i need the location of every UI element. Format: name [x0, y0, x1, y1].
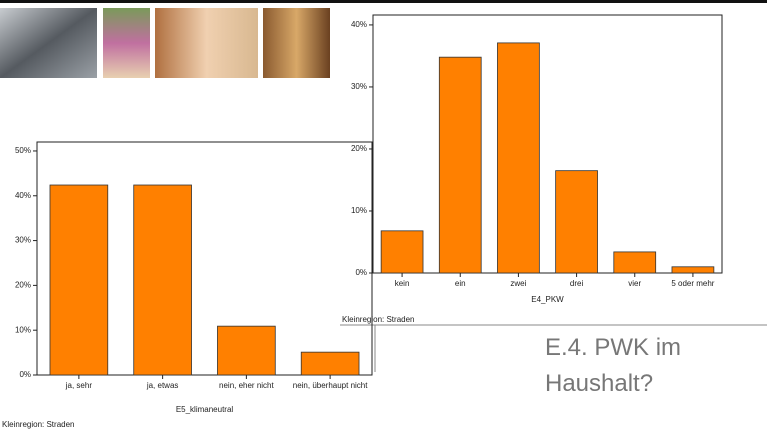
- x-tick-label: ein: [454, 279, 466, 288]
- bar: [613, 251, 657, 274]
- bar: [49, 184, 109, 376]
- y-tick-label: 0%: [355, 268, 367, 277]
- y-tick-label: 20%: [15, 280, 31, 289]
- footer: Kleinregion: Straden: [2, 420, 75, 429]
- y-tick-label: 30%: [15, 236, 31, 245]
- slide-title: E.4. PWK im Haushalt?: [545, 334, 682, 397]
- y-tick-label: 20%: [351, 144, 367, 153]
- bar: [555, 170, 598, 274]
- x-axis-label: E4_PKW: [531, 295, 564, 304]
- photo: [263, 8, 330, 78]
- photo: [155, 8, 258, 78]
- x-tick-label: ja, sehr: [65, 381, 92, 390]
- photo: [0, 8, 97, 78]
- plot-frame: [372, 14, 723, 274]
- y-tick-label: 10%: [15, 325, 31, 334]
- x-tick-label: vier: [628, 279, 642, 288]
- plot-frame: [36, 141, 373, 376]
- bar: [300, 351, 360, 376]
- bar: [438, 56, 482, 274]
- bar: [671, 266, 715, 274]
- y-tick-label: 40%: [15, 191, 31, 200]
- x-tick-label: drei: [569, 279, 584, 288]
- y-tick-label: 40%: [351, 20, 367, 29]
- y-tick-label: 50%: [15, 146, 31, 155]
- y-tick-label: 10%: [351, 206, 367, 215]
- y-tick-label: 30%: [351, 82, 367, 91]
- x-tick-label: 5 oder mehr: [671, 279, 715, 288]
- bar: [497, 42, 540, 274]
- bar: [133, 184, 192, 376]
- bar: [217, 325, 276, 376]
- top-bar: [0, 0, 767, 3]
- footer: Kleinregion: Straden: [342, 315, 415, 324]
- y-tick-label: 0%: [19, 370, 31, 379]
- bar: [380, 230, 424, 274]
- x-tick-label: kein: [394, 279, 410, 288]
- x-tick-label: zwei: [510, 279, 527, 288]
- x-axis-label: E5_klimaneutral: [176, 405, 234, 414]
- x-tick-label: ja, etwas: [146, 381, 179, 390]
- x-tick-label: nein, eher nicht: [219, 381, 274, 390]
- photo: [103, 8, 150, 78]
- x-tick-label: nein, überhaupt nicht: [292, 381, 368, 390]
